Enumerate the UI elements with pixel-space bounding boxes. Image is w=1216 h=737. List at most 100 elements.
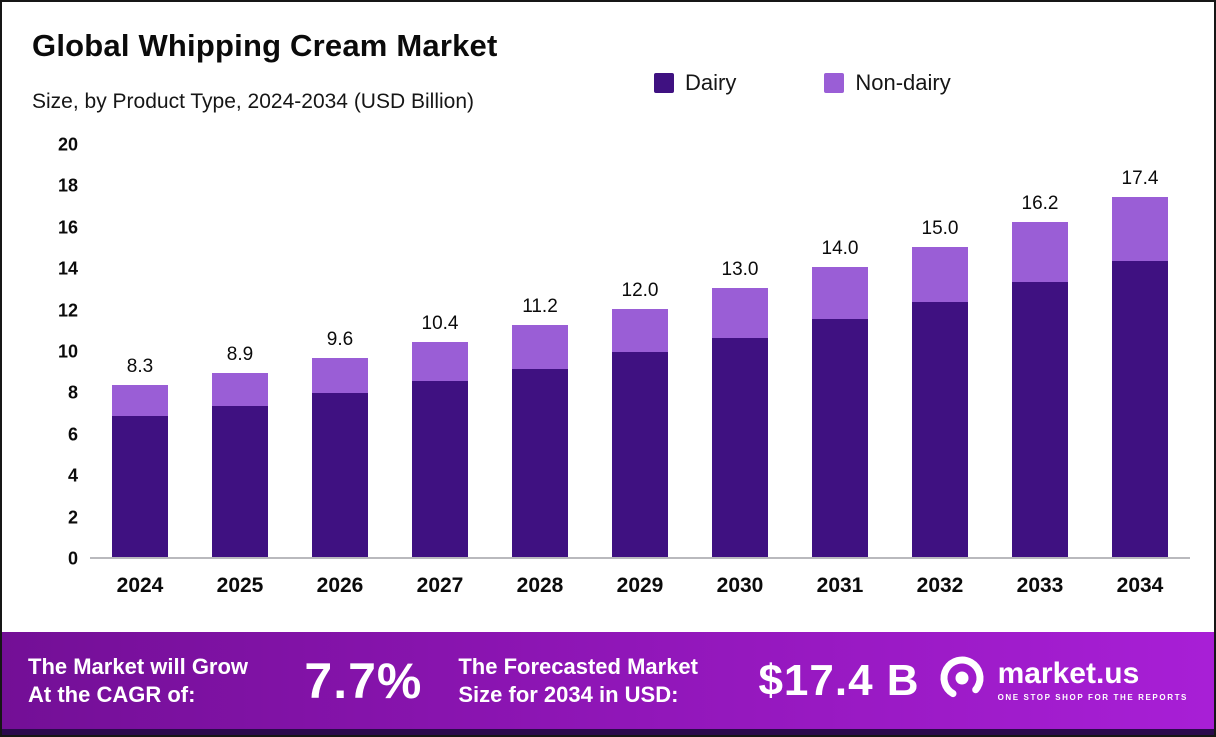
y-tick-label: 6 <box>67 424 78 445</box>
bar-stack <box>312 358 368 557</box>
bar-total-label: 8.3 <box>126 356 154 378</box>
segment-dairy <box>212 405 268 557</box>
bar-stack <box>1012 221 1068 557</box>
bar-column-2027: 10.4 <box>390 145 490 557</box>
bar-total-label: 13.0 <box>721 258 759 280</box>
bar-column-2033: 16.2 <box>990 145 1090 557</box>
bar-total-label: 11.2 <box>522 296 558 318</box>
x-axis-label: 2025 <box>216 574 264 597</box>
bar-stack <box>212 372 268 557</box>
legend-label-dairy: Dairy <box>685 70 737 95</box>
x-axis-label: 2029 <box>616 574 664 597</box>
y-tick-label: 12 <box>57 300 78 321</box>
x-axis-label: 2033 <box>1016 574 1064 597</box>
x-axis-label: 2034 <box>1116 574 1164 597</box>
bar-column-2028: 11.2 <box>490 145 590 557</box>
bar-column-2031: 14.0 <box>790 145 890 557</box>
segment-non-dairy <box>812 267 868 319</box>
legend-label-non-dairy: Non-dairy <box>855 70 951 95</box>
segment-dairy <box>912 302 968 557</box>
segment-dairy <box>312 393 368 557</box>
y-tick-label: 10 <box>57 341 78 362</box>
x-axis-label: 2032 <box>916 574 964 597</box>
bar-total-label: 17.4 <box>1121 167 1159 189</box>
forecast-value: $17.4 B <box>758 655 920 705</box>
segment-dairy <box>712 337 768 557</box>
forecast-label-line1: The Forecasted Market <box>458 654 698 679</box>
bar-total-label: 15.0 <box>921 217 959 239</box>
banner-bottom-strip <box>2 729 1214 735</box>
x-axis-label: 2024 <box>116 574 164 597</box>
x-axis-label: 2030 <box>716 574 764 597</box>
forecast-label: The Forecasted Market Size for 2034 in U… <box>458 653 752 708</box>
legend-item-dairy: Dairy <box>654 70 736 96</box>
brand-name: market.us <box>997 657 1140 690</box>
bar-total-label: 8.9 <box>226 343 254 365</box>
bar-stack <box>1112 196 1168 557</box>
bar-column-2030: 13.0 <box>690 145 790 557</box>
segment-non-dairy <box>212 372 268 406</box>
segment-dairy <box>1112 261 1168 557</box>
x-axis-label: 2027 <box>416 574 464 597</box>
cagr-label-line1: The Market will Grow <box>28 654 249 679</box>
segment-non-dairy <box>1012 221 1068 282</box>
bar-stack <box>812 267 868 557</box>
y-tick-label: 20 <box>57 134 78 155</box>
segment-dairy <box>612 352 668 557</box>
page-title: Global Whipping Cream Market <box>32 28 498 63</box>
bar-total-label: 10.4 <box>421 312 459 334</box>
bar-stack <box>912 246 968 557</box>
bar-stack <box>112 385 168 557</box>
segment-non-dairy <box>412 341 468 382</box>
segment-non-dairy <box>612 308 668 353</box>
segment-non-dairy <box>912 246 968 303</box>
bar-column-2029: 12.0 <box>590 145 690 557</box>
y-tick-label: 18 <box>57 175 78 196</box>
market-us-logo-icon <box>938 654 986 707</box>
segment-non-dairy <box>112 385 168 417</box>
brand-text: market.us ONE STOP SHOP FOR THE REPORTS <box>997 657 1188 703</box>
bar-stack <box>612 308 668 557</box>
bar-column-2025: 8.9 <box>190 145 290 557</box>
bar-total-label: 9.6 <box>326 329 354 351</box>
plot-area: 8.3 8.9 9.6 10.4 11.2 12.0 13.0 14.0 15.0 16.2 17.… <box>90 145 1190 559</box>
bar-stack <box>712 287 768 557</box>
non-dairy-swatch-icon <box>824 73 845 93</box>
y-tick-label: 0 <box>67 548 78 569</box>
dairy-swatch-icon <box>654 73 674 93</box>
segment-dairy <box>412 381 468 557</box>
brand-tagline: ONE STOP SHOP FOR THE REPORTS <box>997 693 1188 702</box>
segment-dairy <box>1012 281 1068 557</box>
market-us-logo: market.us ONE STOP SHOP FOR THE REPORTS <box>938 654 1188 707</box>
segment-non-dairy <box>512 325 568 369</box>
bar-stack <box>512 325 568 557</box>
segment-dairy <box>812 318 868 557</box>
page-subtitle: Size, by Product Type, 2024-2034 (USD Bi… <box>32 90 475 113</box>
y-tick-label: 14 <box>57 258 78 279</box>
bar-column-2026: 9.6 <box>290 145 390 557</box>
bar-total-label: 12.0 <box>621 279 659 301</box>
legend: Dairy Non-dairy <box>654 70 951 96</box>
bar-total-label: 14.0 <box>821 238 859 260</box>
bar-column-2032: 15.0 <box>890 145 990 557</box>
bar-column-2034: 17.4 <box>1090 145 1190 557</box>
segment-non-dairy <box>712 287 768 338</box>
y-tick-label: 2 <box>67 507 78 528</box>
y-axis: 0 2 4 6 8 10 12 14 16 18 20 <box>30 135 78 569</box>
banner: The Market will Grow At the CAGR of: 7.7… <box>2 632 1214 729</box>
y-tick-label: 4 <box>67 465 78 486</box>
x-axis-label: 2031 <box>816 574 864 597</box>
cagr-value: 7.7% <box>304 652 423 709</box>
cagr-label-line2: At the CAGR of: <box>28 681 196 707</box>
cagr-label: The Market will Grow At the CAGR of: <box>28 653 298 708</box>
x-axis-label: 2028 <box>516 574 564 597</box>
segment-non-dairy <box>1112 196 1168 261</box>
bar-stack <box>412 341 468 557</box>
segment-dairy <box>112 416 168 557</box>
forecast-label-line2: Size for 2034 in USD: <box>458 681 679 707</box>
x-axis-label: 2026 <box>316 574 364 597</box>
segment-non-dairy <box>312 358 368 394</box>
bar-total-label: 16.2 <box>1021 192 1059 214</box>
x-axis: 2024 2025 2026 2027 2028 2029 2030 2031 2032 2033… <box>90 574 1190 598</box>
